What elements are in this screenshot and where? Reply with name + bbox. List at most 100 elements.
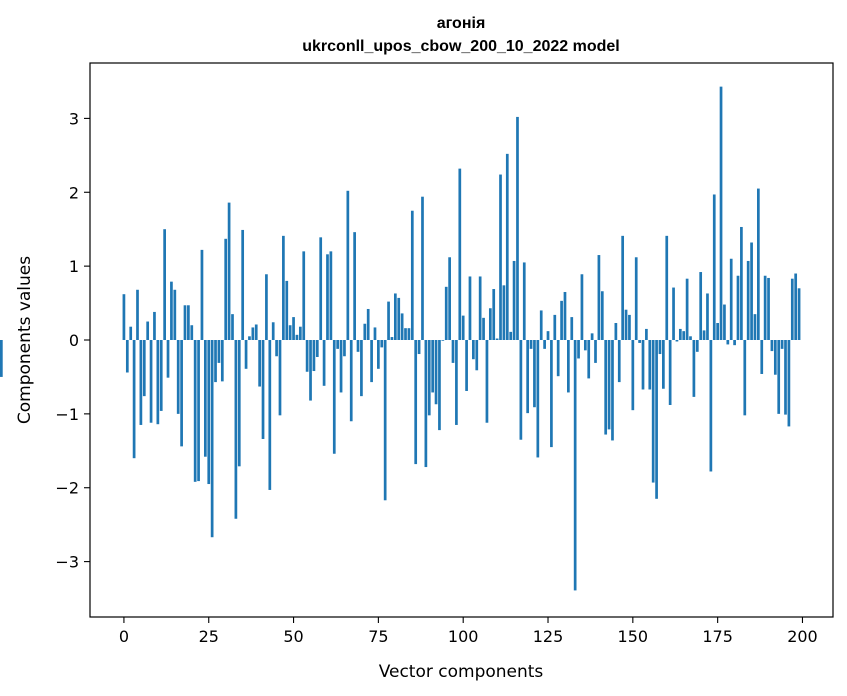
bar-component-77 xyxy=(383,340,387,501)
bar-component-1 xyxy=(125,340,129,373)
bar-component-140 xyxy=(597,255,601,340)
bar-component-196 xyxy=(787,340,791,427)
bar-component-11 xyxy=(159,340,163,411)
bar-component-184 xyxy=(746,260,750,340)
bar-component-110 xyxy=(495,338,499,340)
bar-component-6 xyxy=(142,340,146,397)
bar-component-48 xyxy=(285,280,289,340)
bar-component-26 xyxy=(210,340,214,538)
bar-component-156 xyxy=(651,340,655,483)
bar-component-189 xyxy=(763,275,767,340)
bar-component-167 xyxy=(689,336,692,340)
bar-component-16 xyxy=(176,340,180,414)
bar-component-102 xyxy=(468,276,472,340)
bar-component-157 xyxy=(655,340,658,499)
bar-component-175 xyxy=(716,323,719,340)
bar-component-108 xyxy=(488,308,492,340)
bar-component-51 xyxy=(295,334,299,340)
bar-component-37 xyxy=(248,336,251,340)
bar-component-0 xyxy=(122,294,126,340)
bar-component-145 xyxy=(614,323,618,340)
bar-component-192 xyxy=(773,340,777,375)
bar-component-21 xyxy=(193,340,197,482)
bar-component-174 xyxy=(712,194,716,340)
bar-component-119 xyxy=(526,340,530,414)
bar-component-162 xyxy=(672,287,675,340)
bar-series xyxy=(0,86,801,591)
bar-component-89 xyxy=(424,340,428,468)
bar-component-107 xyxy=(485,340,489,423)
bar-component-29 xyxy=(220,340,224,382)
x-tick-label: 175 xyxy=(702,627,733,646)
bar-component-64 xyxy=(339,340,343,393)
bar-component-128 xyxy=(556,340,560,377)
bar-component-138 xyxy=(590,333,594,340)
bar-component-197 xyxy=(790,278,794,340)
x-tick-label: 100 xyxy=(448,627,479,646)
y-tick-label: 1 xyxy=(69,257,79,276)
bar-component-160 xyxy=(665,235,669,340)
bar-component-30 xyxy=(224,238,228,340)
bar-component-95 xyxy=(444,286,448,340)
y-tick-label: 2 xyxy=(69,183,79,202)
bar-component-24 xyxy=(203,340,207,457)
bar-component-117 xyxy=(519,340,523,440)
bar-component-158 xyxy=(658,340,662,355)
bar-component-146 xyxy=(617,340,621,383)
bar-component-123 xyxy=(539,310,543,340)
bar-component-41 xyxy=(261,340,265,439)
bar-component-94 xyxy=(441,340,445,341)
bar-component-12 xyxy=(163,229,166,340)
bar-component-131 xyxy=(567,340,570,393)
bar-component-82 xyxy=(400,313,404,340)
bar-component-137 xyxy=(587,340,591,379)
bar-component-194 xyxy=(780,340,784,349)
bar-component-90 xyxy=(427,340,431,416)
bar-component-83 xyxy=(404,328,407,340)
x-tick-label: 200 xyxy=(787,627,818,646)
bar-component-76 xyxy=(380,340,384,348)
bar-component-109 xyxy=(492,289,496,340)
x-tick-label: 125 xyxy=(533,627,564,646)
bar-component-58 xyxy=(319,237,323,340)
bar-component-49 xyxy=(288,325,292,340)
bar-component-178 xyxy=(726,340,730,345)
bar-component-136 xyxy=(583,340,587,351)
bar-component-99 xyxy=(458,168,462,340)
bar-component-139 xyxy=(594,340,597,363)
x-tick-label: 50 xyxy=(283,627,303,646)
bar-component-129 xyxy=(560,300,563,340)
y-axis-label: Components values xyxy=(15,256,35,424)
bar-component-9 xyxy=(153,311,156,340)
bar-component-61 xyxy=(329,251,333,340)
bar-component-121 xyxy=(533,340,536,408)
bar-component-159 xyxy=(662,340,665,389)
bar-component-134 xyxy=(577,340,580,359)
bar-component-68 xyxy=(353,232,356,340)
bar-component-8 xyxy=(149,340,153,423)
bar-component-47 xyxy=(282,235,285,340)
bar-component-188 xyxy=(760,340,764,374)
x-axis-label: Vector components xyxy=(379,662,544,682)
bar-component-126 xyxy=(550,340,553,448)
bar-component-33 xyxy=(234,340,238,519)
bar-component-40 xyxy=(258,340,261,387)
bar-component-52 xyxy=(298,326,302,340)
bar-component-86 xyxy=(414,340,418,465)
bar-component-118 xyxy=(522,262,526,340)
bar-component-169 xyxy=(695,340,699,352)
bar-component-71 xyxy=(363,323,367,340)
bar-component-104 xyxy=(475,340,479,371)
bar-component-10 xyxy=(156,340,160,425)
bar-component-53 xyxy=(302,251,306,340)
bar-component-113 xyxy=(505,153,509,340)
bar-component-124 xyxy=(543,340,546,349)
chart-subtitle: ukrconll_upos_cbow_200_10_2022 model xyxy=(302,38,619,55)
bar-component-182 xyxy=(740,226,743,340)
bar-component-38 xyxy=(251,327,255,340)
bar-component-55 xyxy=(309,340,312,401)
bar-component-56 xyxy=(312,340,316,372)
bar-component-142 xyxy=(604,340,608,435)
bar-component-92 xyxy=(434,340,438,405)
